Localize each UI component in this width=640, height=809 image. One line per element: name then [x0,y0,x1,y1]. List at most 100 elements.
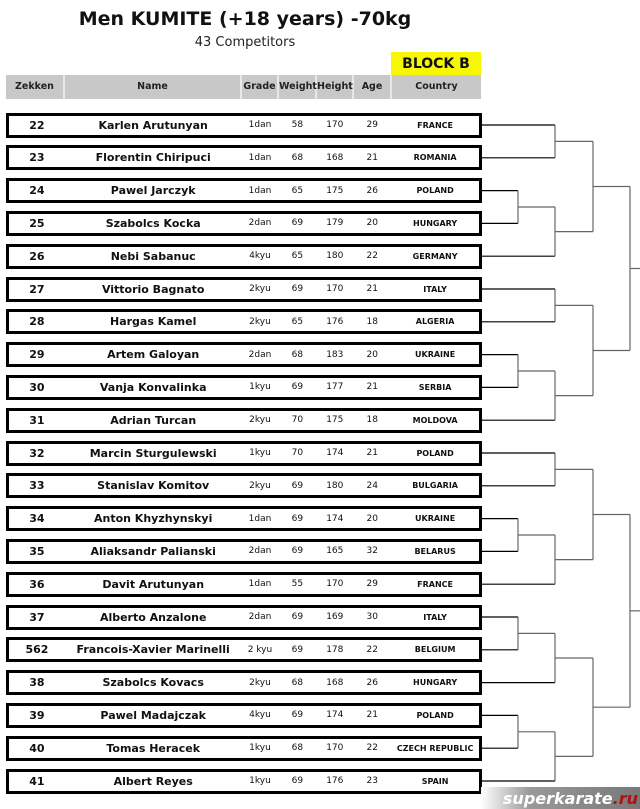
page-title: Men KUMITE (+18 years) -70kg [78,8,412,30]
competitor-row: 41 Albert Reyes 1kyu 69 176 23 SPAIN [6,768,482,794]
cell-grade: 2kyu [249,677,271,688]
cell-weight: 58 [291,120,304,130]
cell-weight: 69 [291,480,304,491]
cell-grade: 1kyu [249,776,271,786]
cell-age: 21 [366,152,378,163]
cell-country: CZECH REPUBLIC [396,743,474,753]
competitor-row: 22 Karlen Arutunyan 1dan 58 170 29 FRANCE [6,112,482,138]
cell-weight: 55 [291,579,304,590]
cell-age: 21 [366,382,378,393]
cell-height: 183 [326,349,344,360]
cell-name: Aliaksandr Palianski [90,544,216,558]
cell-height: 170 [326,743,344,754]
cell-age: 18 [366,415,378,426]
cell-height: 178 [326,644,344,655]
header-name: Name [65,75,242,99]
cell-height: 174 [326,710,344,721]
cell-country: HUNGARY [413,218,458,228]
cell-country: POLAND [416,186,454,196]
cell-zekken: 22 [29,118,45,132]
header-age: Age [354,75,392,99]
cell-country: FRANCE [417,579,454,589]
cell-age: 20 [366,349,378,360]
cell-height: 175 [326,415,344,426]
competitor-row: 38 Szabolcs Kovacs 2kyu 68 168 26 HUNGARY [6,670,482,696]
cell-age: 21 [366,284,378,294]
competitor-row: 25 Szabolcs Kocka 2dan 69 179 20 HUNGARY [6,210,482,236]
cell-name: Szabolcs Kovacs [102,676,204,690]
cell-country: ITALY [423,612,447,622]
cell-zekken: 37 [29,610,45,624]
cell-country: MOLDOVA [412,415,458,425]
competitor-row: 34 Anton Khyzhynskyi 1dan 69 174 20 UKRAINE [6,506,482,532]
cell-height: 176 [326,776,344,786]
cell-country: BELARUS [414,546,456,556]
cell-zekken: 24 [29,184,45,198]
cell-age: 21 [366,448,378,458]
cell-grade: 4kyu [249,251,271,262]
cell-age: 22 [366,644,378,655]
cell-weight: 69 [291,513,304,524]
cell-zekken: 34 [29,512,45,526]
cell-grade: 2kyu [249,316,271,327]
cell-height: 174 [326,448,344,458]
cell-name: Szabolcs Kocka [105,216,201,230]
cell-name: Vittorio Bagnato [101,282,205,296]
cell-country: SPAIN [421,776,449,786]
cell-weight: 69 [291,218,304,229]
cell-age: 22 [366,251,378,262]
cell-name: Vanja Konvalinka [99,380,207,394]
cell-zekken: 33 [29,479,45,493]
cell-country: POLAND [416,448,454,458]
cell-weight: 68 [291,677,304,688]
cell-zekken: 40 [29,741,45,755]
competitor-row: 28 Hargas Kamel 2kyu 65 176 18 ALGERIA [6,309,482,335]
cell-zekken: 27 [29,282,45,296]
competitor-row: 37 Alberto Anzalone 2dan 69 169 30 ITALY [6,604,482,630]
block-label: BLOCK B [391,52,481,75]
cell-zekken: 25 [29,216,45,230]
cell-height: 169 [326,612,344,622]
cell-height: 170 [326,284,344,294]
cell-zekken: 38 [29,676,45,690]
cell-grade: 1dan [248,152,272,163]
cell-zekken: 39 [29,708,45,722]
cell-name: Nebi Sabanuc [110,249,196,263]
cell-country: SERBIA [418,382,452,392]
cell-weight: 69 [291,612,304,622]
cell-height: 170 [326,120,344,130]
cell-weight: 69 [291,284,304,294]
competitor-row: 31 Adrian Turcan 2kyu 70 175 18 MOLDOVA [6,407,482,433]
cell-weight: 68 [291,152,304,163]
cell-grade: 2dan [248,612,272,622]
cell-name: Pawel Jarczyk [110,184,196,198]
cell-age: 22 [366,743,378,754]
cell-grade: 1kyu [249,743,271,754]
cell-name: Karlen Arutunyan [98,118,208,132]
cell-weight: 65 [291,316,304,327]
competitor-row: 33 Stanislav Komitov 2kyu 69 180 24 BULGARIA [6,473,482,499]
cell-name: Florentin Chiripuci [95,151,211,165]
cell-country: GERMANY [412,251,458,261]
cell-weight: 69 [291,776,304,786]
cell-age: 21 [366,710,378,721]
cell-zekken: 28 [29,315,45,329]
cell-name: Adrian Turcan [110,413,197,427]
competitor-row: 40 Tomas Heracek 1kyu 68 170 22 CZECH REPUBLIC [6,735,482,761]
cell-country: ALGERIA [415,317,455,327]
cell-age: 29 [366,579,378,590]
cell-grade: 1dan [248,579,272,590]
cell-grade: 2dan [248,546,272,557]
competitor-row: 562 Francois-Xavier Marinelli 2 kyu 69 178 22… [6,637,482,663]
competitor-row: 29 Artem Galoyan 2dan 68 183 20 UKRAINE [6,342,482,368]
cell-name: Pawel Madajczak [100,708,206,722]
cell-grade: 2dan [248,349,272,360]
cell-height: 179 [326,218,344,229]
cell-weight: 69 [291,382,304,393]
competitor-row: 35 Aliaksandr Palianski 2dan 69 165 32 BELARUS [6,538,482,564]
cell-country: ROMANIA [413,153,457,163]
cell-height: 180 [326,480,344,491]
cell-zekken: 29 [29,348,45,362]
cell-age: 26 [366,677,378,688]
cell-name: Marcin Sturgulewski [89,446,217,460]
